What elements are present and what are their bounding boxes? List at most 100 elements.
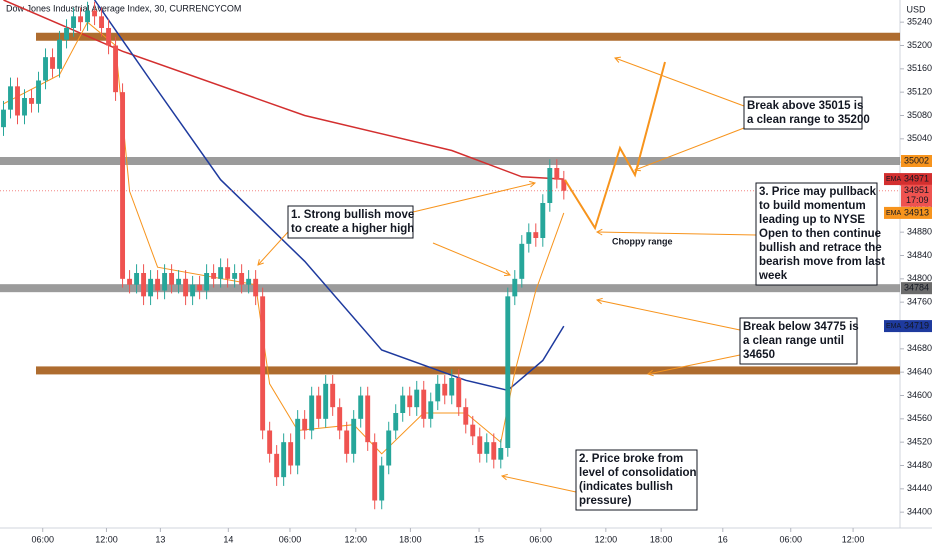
y-tick-label: 34520 [907,437,932,447]
annotation-arrow [596,299,741,331]
candle-body [232,273,238,279]
chart-title: Dow Jones Industrial Average Index, 30, … [6,3,241,13]
annotation-text: 2. Price broke from [579,453,683,465]
annotation-text: bearish move from last [759,256,885,268]
candle-body [491,442,497,460]
y-tick-label: 35160 [907,63,932,73]
candle-body [540,203,546,238]
candle-body [169,273,175,285]
y-tick-label: 34680 [907,343,932,353]
x-tick-label: 18:00 [399,534,422,544]
candle-body [78,16,83,23]
candle-body [218,267,224,279]
annotation: 2. Price broke from level of consolidatio… [575,449,698,511]
currency: USD [906,4,926,14]
candle-body [1,109,6,128]
candle-body [253,278,259,297]
annotation-text: to create a higher high [291,223,414,235]
projection-path [564,61,666,231]
candle-body [386,430,392,466]
annotation-text: bullish and retrace the [759,242,882,254]
candle-body [295,418,301,466]
candle-body [99,16,105,28]
y-tick-label: 34840 [907,250,932,260]
level-tag: 34784 [904,283,929,293]
x-tick-label: 12:00 [345,534,368,544]
candle-body [302,418,308,431]
candle-body [267,430,273,454]
candle-body [36,80,41,104]
arrow-head [595,297,603,305]
annotation-arrow [596,231,757,236]
candle-body [148,278,154,297]
candle-body [204,273,210,291]
candle-body [15,86,20,116]
x-tick-label: 15 [474,534,484,544]
candle-body [533,232,539,238]
candle-body [519,243,525,279]
y-tick-label: 34760 [907,297,932,307]
ema-tag-prefix: EMA [886,323,902,330]
candle-body [330,383,336,408]
ema-tag-prefix-bg [884,173,901,186]
candle-body [358,395,364,419]
y-tick-label: 34560 [907,413,932,423]
x-tick-label: 14 [223,534,233,544]
y-tick-label: 34440 [907,483,932,493]
annotation-text: (indicates bullish [579,481,673,493]
candle-body [505,296,511,448]
y-tick-label: 34600 [907,390,932,400]
level-tag-bg [901,155,932,167]
arrow-head [503,269,511,277]
candle-body [190,284,196,297]
y-tick-label: 35080 [907,110,932,120]
candle-body [393,413,399,431]
last-price: 34951 [904,185,929,195]
ema-tag-prefix-bg [884,206,901,219]
candle-body [323,383,329,419]
candle-body [274,453,280,478]
annotation-arrow [634,127,745,171]
candle-body [547,168,553,203]
candle-body [526,232,532,244]
annotation: 1. Strong bullish move to create a higher… [287,205,414,239]
candle-body [22,98,27,116]
level-tag: 35002 [904,155,929,165]
candle-body [421,389,427,419]
x-tick-label: 13 [155,534,165,544]
annotation-text: Break below 34775 is [743,321,859,333]
y-tick-label: 35200 [907,40,932,50]
x-tick-label: 16 [718,534,728,544]
annotation-text: Open to then continue [759,228,881,240]
annotation-text: leading up to NYSE [759,214,865,226]
y-tick-label: 34480 [907,460,932,470]
annotation-text: week [758,270,788,282]
candle-body [442,383,448,396]
annotation-text: pressure) [579,495,632,507]
candle-body [414,389,420,408]
annotation: 3. Price may pullback to build momentum le… [755,182,885,286]
annotation: Break above 35015 is a clean range to 352… [743,96,870,130]
level-tag-bg [901,282,932,295]
ema-tag-bg [901,173,932,186]
y-tick-label: 34640 [907,367,932,377]
candle-body [463,407,469,425]
candle-body [498,448,504,460]
annotation-text: 3. Price may pullback [759,186,877,198]
candle-body [400,395,406,413]
y-tick-label: 34800 [907,273,932,283]
level-band [36,366,900,375]
candle-body [379,465,385,501]
ema-tag-bg [901,320,932,333]
candle-body [344,430,350,454]
annotation-arrow [257,231,289,266]
annotation-box [755,182,878,286]
candle-body [428,401,434,419]
arrow-head [614,56,621,63]
candle-body [449,378,455,396]
y-tick-label: 35120 [907,87,932,97]
x-tick-label: 06:00 [31,534,54,544]
candle-body [211,273,217,279]
annotation-text: a clean range to 35200 [747,114,870,126]
candle-body [512,278,518,297]
